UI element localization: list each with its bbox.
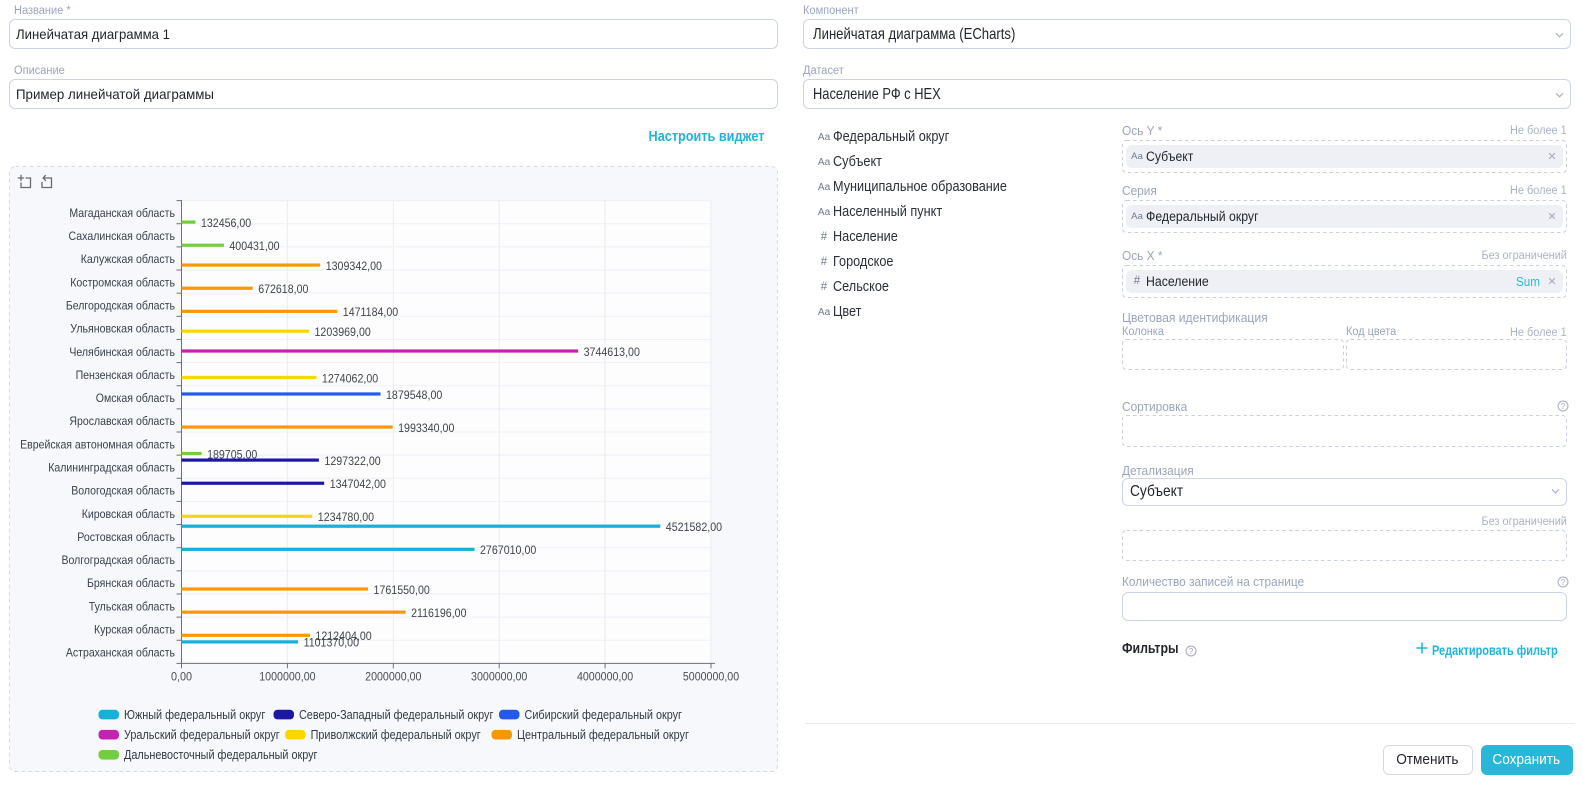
svg-text:672618,00: 672618,00 <box>258 282 308 296</box>
svg-text:?: ? <box>1561 402 1566 411</box>
svg-text:Калининградская область: Калининградская область <box>48 461 175 475</box>
svg-text:1309342,00: 1309342,00 <box>326 259 383 273</box>
svg-text:Волгоградская область: Волгоградская область <box>62 553 176 567</box>
svg-text:132456,00: 132456,00 <box>201 216 251 230</box>
svg-text:Пензенская область: Пензенская область <box>76 368 175 382</box>
svg-text:Еврейская автономная область: Еврейская автономная область <box>20 437 175 451</box>
svg-text:Северо-Западный федеральный ок: Северо-Западный федеральный округ <box>299 708 494 722</box>
svg-text:?: ? <box>1189 647 1194 656</box>
svg-text:2000000,00: 2000000,00 <box>365 670 422 684</box>
svg-text:Тульская область: Тульская область <box>89 599 175 613</box>
svg-text:1101370,00: 1101370,00 <box>304 636 360 650</box>
svg-text:Сибирский федеральный округ: Сибирский федеральный округ <box>525 708 683 722</box>
svg-text:1203969,00: 1203969,00 <box>315 325 372 339</box>
svg-text:Ульяновская область: Ульяновская область <box>70 322 175 336</box>
svg-text:Костромская область: Костромская область <box>70 275 175 289</box>
svg-text:Приволжский федеральный округ: Приволжский федеральный округ <box>311 728 481 742</box>
svg-text:Уральский федеральный округ: Уральский федеральный округ <box>124 728 280 742</box>
svg-text:1879548,00: 1879548,00 <box>386 388 443 402</box>
svg-text:1993340,00: 1993340,00 <box>398 421 455 435</box>
svg-text:Магаданская область: Магаданская область <box>69 206 175 220</box>
svg-text:Кировская область: Кировская область <box>82 507 175 521</box>
svg-text:1212404,00: 1212404,00 <box>315 629 372 643</box>
svg-text:Дальневосточный федеральный ок: Дальневосточный федеральный округ <box>124 748 318 762</box>
svg-text:5000000,00: 5000000,00 <box>683 670 740 684</box>
svg-text:Астраханская область: Астраханская область <box>66 646 175 660</box>
svg-text:Калужская область: Калужская область <box>81 252 175 266</box>
svg-text:Брянская область: Брянская область <box>87 576 175 590</box>
svg-text:3000000,00: 3000000,00 <box>471 670 528 684</box>
svg-text:1761550,00: 1761550,00 <box>374 583 431 597</box>
svg-text:1000000,00: 1000000,00 <box>259 670 316 684</box>
svg-text:1274062,00: 1274062,00 <box>322 371 379 385</box>
svg-text:189705,00: 189705,00 <box>207 447 257 461</box>
svg-text:Курская область: Курская область <box>94 623 175 637</box>
svg-text:2767010,00: 2767010,00 <box>480 543 537 557</box>
svg-text:Омская область: Омская область <box>96 391 175 405</box>
svg-text:4521582,00: 4521582,00 <box>666 520 723 534</box>
svg-text:Ярославская область: Ярославская область <box>69 414 175 428</box>
svg-text:Сахалинская область: Сахалинская область <box>69 229 176 243</box>
svg-text:2116196,00: 2116196,00 <box>411 606 467 620</box>
svg-text:Южный федеральный округ: Южный федеральный округ <box>124 708 266 722</box>
svg-text:400431,00: 400431,00 <box>229 239 279 253</box>
svg-text:1471184,00: 1471184,00 <box>343 305 399 319</box>
svg-text:Центральный федеральный округ: Центральный федеральный округ <box>517 728 689 742</box>
svg-text:3744613,00: 3744613,00 <box>584 345 641 359</box>
svg-text:1234780,00: 1234780,00 <box>318 510 375 524</box>
svg-text:?: ? <box>1561 578 1566 587</box>
svg-text:Челябинская область: Челябинская область <box>69 345 175 359</box>
svg-text:0,00: 0,00 <box>171 670 192 684</box>
svg-text:Вологодская область: Вологодская область <box>71 484 175 498</box>
svg-text:Белгородская область: Белгородская область <box>66 299 175 313</box>
svg-text:1347042,00: 1347042,00 <box>330 477 387 491</box>
svg-text:4000000,00: 4000000,00 <box>577 670 634 684</box>
svg-text:Ростовская область: Ростовская область <box>77 530 175 544</box>
svg-text:1297322,00: 1297322,00 <box>324 454 381 468</box>
